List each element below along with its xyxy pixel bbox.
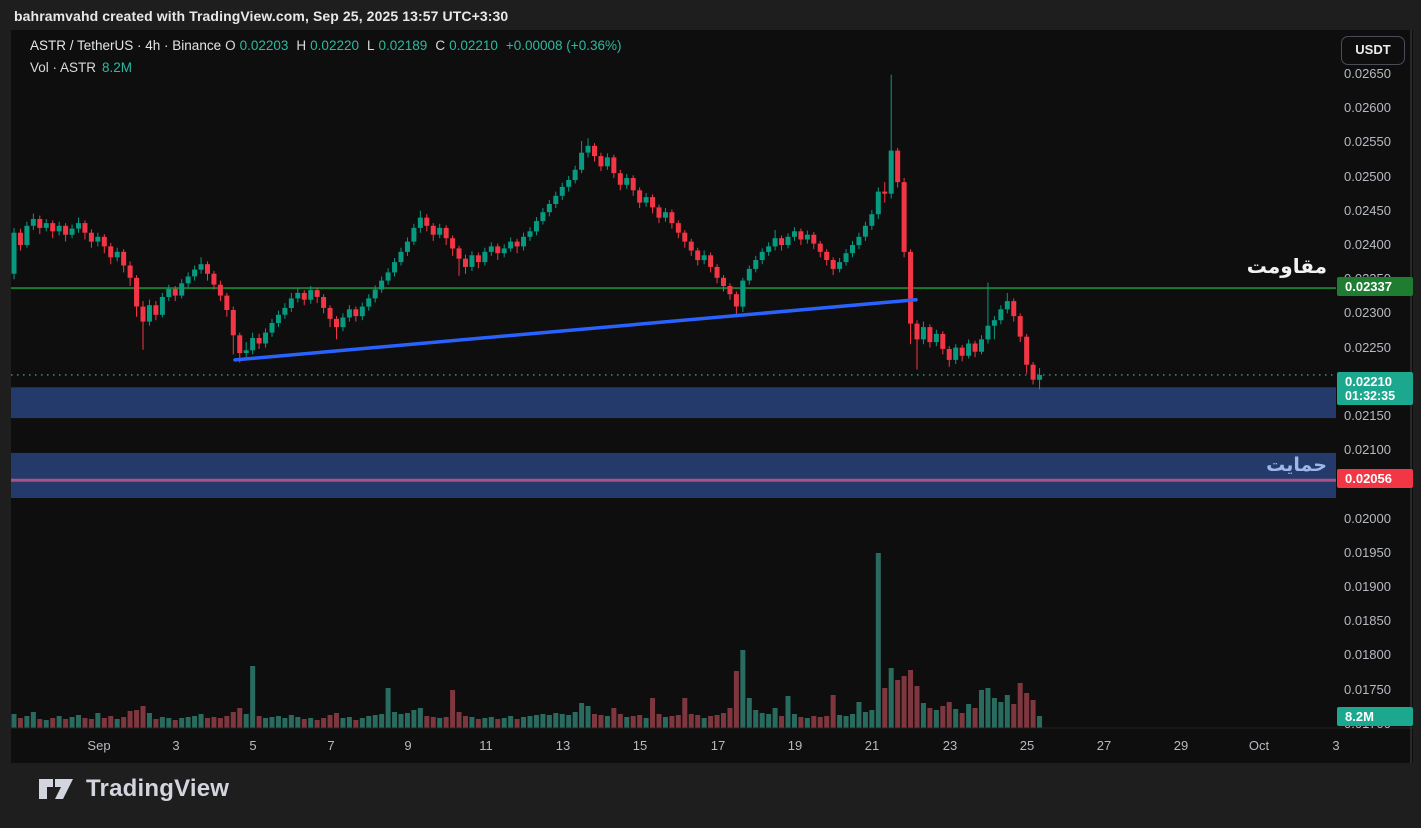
close-value: 0.02210 [449, 38, 498, 53]
tradingview-wordmark: TradingView [86, 775, 230, 802]
support-zone-band[interactable] [11, 387, 1336, 419]
close-label: C [435, 38, 446, 53]
candles [11, 74, 1043, 390]
volume-value-tag: 8.2M [1337, 707, 1413, 726]
time-axis-label: 7 [327, 738, 335, 753]
price-axis-label: 0.02450 [1344, 203, 1391, 218]
volume-indicator-label[interactable]: Vol · ASTR [30, 60, 97, 75]
time-axis-label: 5 [249, 738, 257, 753]
time-axis-label: Sep [87, 738, 111, 753]
symbol-title[interactable]: ASTR / TetherUS · 4h · Binance [30, 38, 222, 53]
support-price-tag: 0.02056 [1337, 469, 1413, 488]
price-axis-label: 0.01750 [1344, 682, 1391, 697]
price-axis-label: 0.02400 [1344, 237, 1391, 252]
time-axis-label: 3 [1332, 738, 1340, 753]
time-axis-label: 27 [1096, 738, 1112, 753]
time-axis-label: 25 [1019, 738, 1035, 753]
time-axis-label: 21 [864, 738, 880, 753]
price-axis-label: 0.01850 [1344, 613, 1391, 628]
attribution-bar: bahramvahd created with TradingView.com,… [0, 0, 1421, 30]
open-label: O [225, 38, 236, 53]
price-axis-label: 0.01950 [1344, 545, 1391, 560]
price-axis-label: 0.02100 [1344, 442, 1391, 457]
footer-bar: TradingView [0, 763, 1421, 828]
resistance-price-tag: 0.02337 [1337, 277, 1413, 296]
attribution-text: bahramvahd created with TradingView.com,… [14, 8, 509, 24]
volume-indicator-value: 8.2M [102, 60, 133, 75]
time-axis-label: 11 [479, 738, 493, 753]
price-axis-label: 0.02000 [1344, 511, 1391, 526]
last-price-countdown-tag: 0.02210 01:32:35 [1337, 372, 1413, 405]
open-value: 0.02203 [239, 38, 289, 53]
time-axis-label: 13 [555, 738, 571, 753]
trend-line[interactable] [233, 297, 918, 362]
tradingview-logo[interactable]: TradingView [37, 775, 229, 803]
time-axis-label: 9 [404, 738, 412, 753]
candlestick-chart-canvas[interactable] [0, 30, 1421, 763]
time-axis-label: Oct [1248, 738, 1270, 753]
support-zone-band[interactable] [11, 452, 1336, 498]
price-axis-label: 0.02250 [1344, 340, 1391, 355]
price-axis-label: 0.01900 [1344, 579, 1391, 594]
price-axis-label: 0.02550 [1344, 134, 1391, 149]
support-text-label[interactable]: حمایت [1266, 454, 1327, 476]
high-value: 0.02220 [310, 38, 359, 53]
symbol-legend: ASTR / TetherUS · 4h · Binance O 0.02203 H 0… [30, 38, 625, 75]
chart-area: ASTR / TetherUS · 4h · Binance O 0.02203 H 0… [0, 30, 1421, 763]
low-label: L [366, 38, 375, 53]
time-axis-label: 3 [172, 738, 180, 753]
time-axis-label: 29 [1173, 738, 1189, 753]
high-label: H [296, 38, 307, 53]
resistance-text-label[interactable]: مقاومت [1246, 254, 1327, 278]
price-change: +0.00008 (+0.36%) [505, 38, 622, 53]
price-axis-label: 0.02650 [1344, 66, 1391, 81]
time-axis-label: 17 [710, 738, 726, 753]
price-axis-label: 0.02300 [1344, 305, 1391, 320]
price-axis-label: 0.02600 [1344, 100, 1391, 115]
tradingview-logo-icon [39, 779, 73, 799]
price-axis-label: 0.02500 [1344, 169, 1391, 184]
volume-bars [11, 553, 1043, 728]
time-axis-label: 23 [942, 738, 958, 753]
price-axis-label: 0.01800 [1344, 647, 1391, 662]
currency-toggle-button[interactable]: USDT [1341, 36, 1405, 65]
time-axis-label: 19 [787, 738, 803, 753]
low-value: 0.02189 [378, 38, 428, 53]
time-axis-label: 15 [632, 738, 648, 753]
price-axis-label: 0.02150 [1344, 408, 1391, 423]
